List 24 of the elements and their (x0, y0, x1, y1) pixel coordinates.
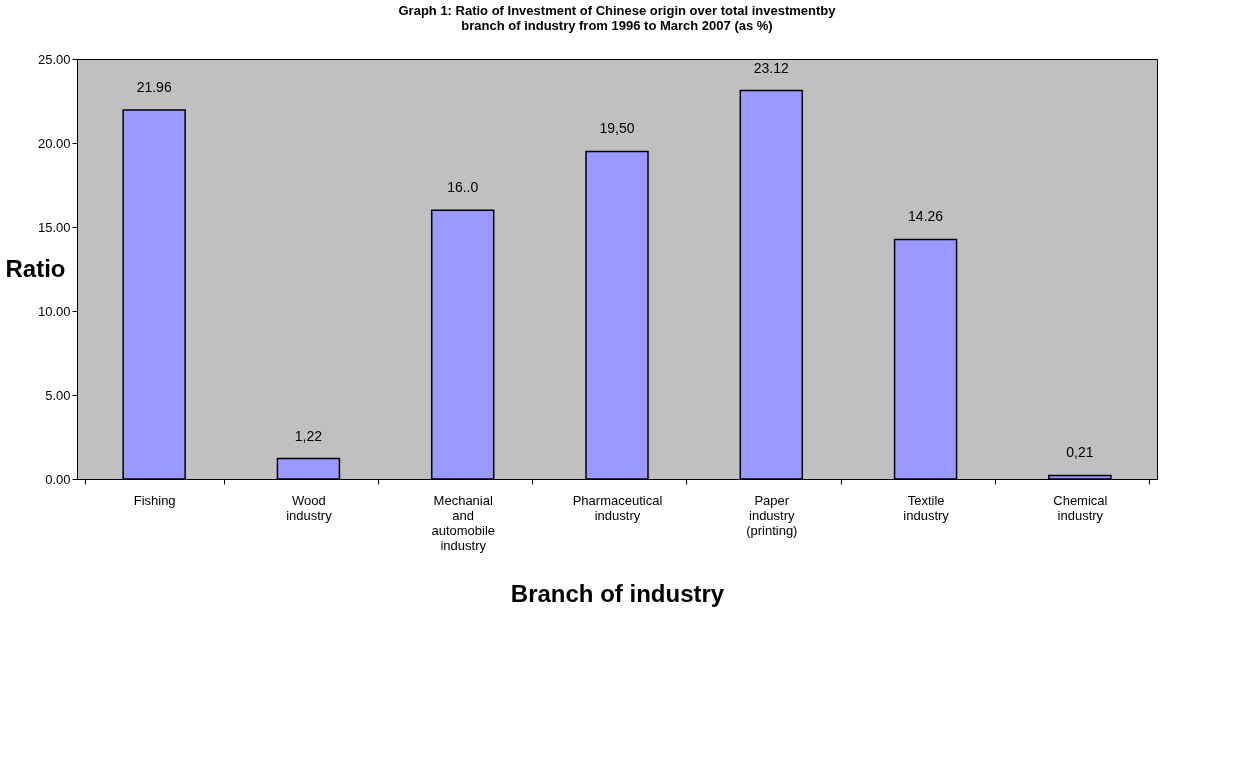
x-tick-label: Paper industry (printing) (746, 492, 798, 538)
data-label: 19,50 (599, 120, 635, 137)
y-tick-label: 5.00 (45, 387, 71, 403)
text: branch of industry from 1996 to March 2007 (as %) (461, 18, 773, 33)
y-tick-label: 20.00 (37, 135, 71, 151)
x-tick-label: Chemical industry (1053, 492, 1108, 523)
x-tick-label: Fishing (133, 492, 176, 508)
x-tick-label: Mechanial and automobile industry (431, 492, 496, 553)
x-tick-label: Textile industry (903, 492, 950, 523)
data-label: 0,21 (1066, 444, 1094, 461)
data-label: 21.96 (136, 79, 172, 96)
data-label: 23.12 (753, 59, 790, 76)
y-tick-label: 25.00 (37, 51, 71, 67)
data-label: 1,22 (294, 427, 323, 444)
y-tick-label: 0.00 (45, 471, 71, 487)
x-tick-label: Wood industry (286, 492, 333, 523)
data-label: 16..0 (447, 179, 479, 196)
x-tick-label: Pharmaceutical industry (572, 492, 663, 523)
y-tick-label: 10.00 (37, 303, 71, 319)
data-label: 14.26 (908, 208, 944, 225)
y-axis-title: Ratio (5, 254, 66, 282)
x-axis-title: Branch of industry (510, 579, 725, 607)
text: Graph 1: Ratio of Investment of Chinese origin over total investmentby (398, 3, 836, 18)
y-tick-label: 15.00 (37, 219, 71, 235)
